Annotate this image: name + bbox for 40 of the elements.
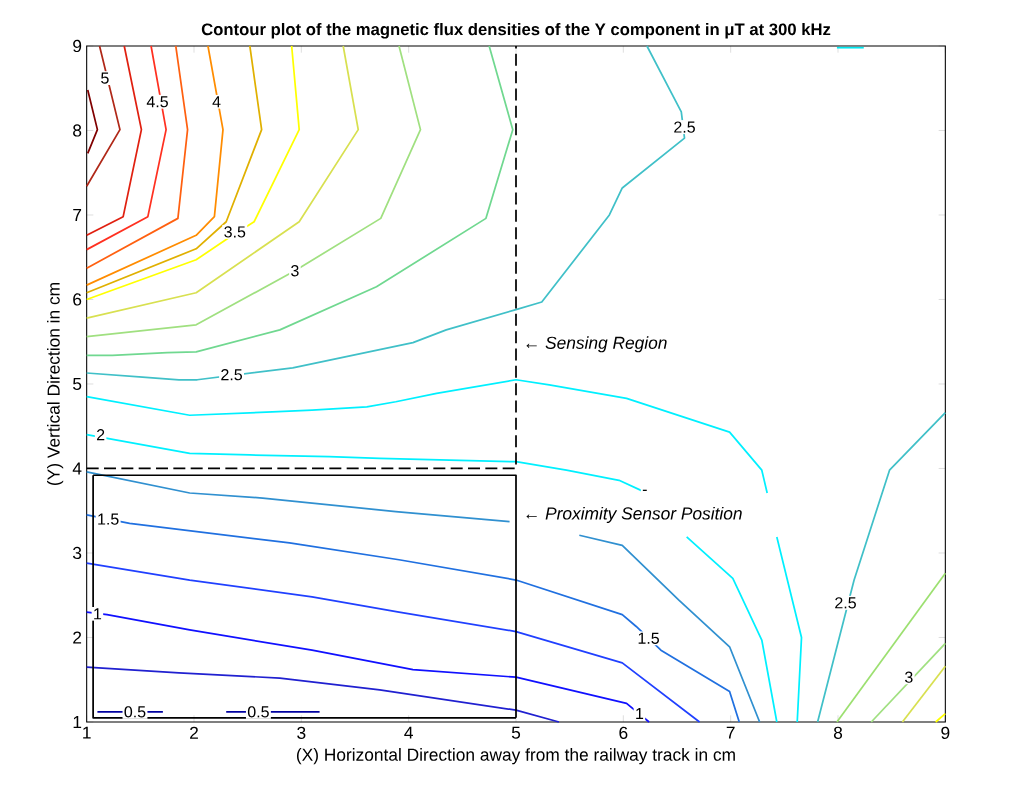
annotation: 3 — [905, 671, 913, 683]
y-tick-label: 5 — [73, 377, 82, 391]
annotation: 0.5 — [247, 706, 269, 718]
annotation: 2.5 — [835, 597, 856, 609]
annotation: 2.5 — [221, 369, 243, 381]
annotation: - — [642, 489, 647, 491]
annotation: 3 — [291, 265, 299, 277]
y-tick-label: 3 — [72, 546, 82, 560]
annotation: 4 — [212, 96, 221, 108]
y-axis-title: (Y) Vertical Direction in cm — [47, 283, 64, 486]
x-tick-label: 4 — [404, 726, 413, 739]
y-tick-label: 7 — [73, 209, 82, 221]
annotation: 4.5 — [146, 96, 168, 108]
x-tick-label: 7 — [726, 726, 735, 739]
annotation: 0.5 — [124, 706, 146, 718]
x-tick-label: 2 — [190, 726, 198, 739]
y-tick-label: 2 — [73, 631, 82, 644]
y-tick-label: 9 — [73, 39, 82, 53]
x-tick-label: 5 — [511, 726, 521, 739]
y-tick-label: 1 — [73, 716, 82, 728]
x-tick-label: 9 — [941, 726, 950, 739]
annotation: 1 — [94, 608, 102, 620]
annotation: 1 — [636, 708, 644, 720]
y-tick-label: 8 — [73, 124, 82, 137]
annotation: 5 — [101, 72, 109, 84]
annotation: ← Proximity Sensor Position — [526, 506, 742, 524]
annotation: ← Sensing Region — [526, 336, 667, 353]
annotation: 2.5 — [674, 121, 695, 133]
x-tick-label: 3 — [297, 726, 306, 739]
x-axis-title: (X) Horizontal Direction away from the railway track in cm — [296, 748, 735, 765]
annotation: 2 — [96, 429, 105, 441]
y-tick-label: 6 — [73, 293, 82, 306]
annotation: 1.5 — [638, 632, 659, 644]
annotation: 3.5 — [224, 226, 246, 238]
annotation: 1.5 — [98, 513, 119, 525]
x-tick-label: 6 — [619, 726, 628, 739]
y-tick-label: 4 — [72, 462, 82, 475]
x-tick-label: 8 — [833, 726, 843, 739]
chart-title: Contour plot of the magnetic flux densities of the Y component in μT at 300 kHz — [201, 23, 831, 39]
x-tick-label: 1 — [83, 726, 91, 739]
